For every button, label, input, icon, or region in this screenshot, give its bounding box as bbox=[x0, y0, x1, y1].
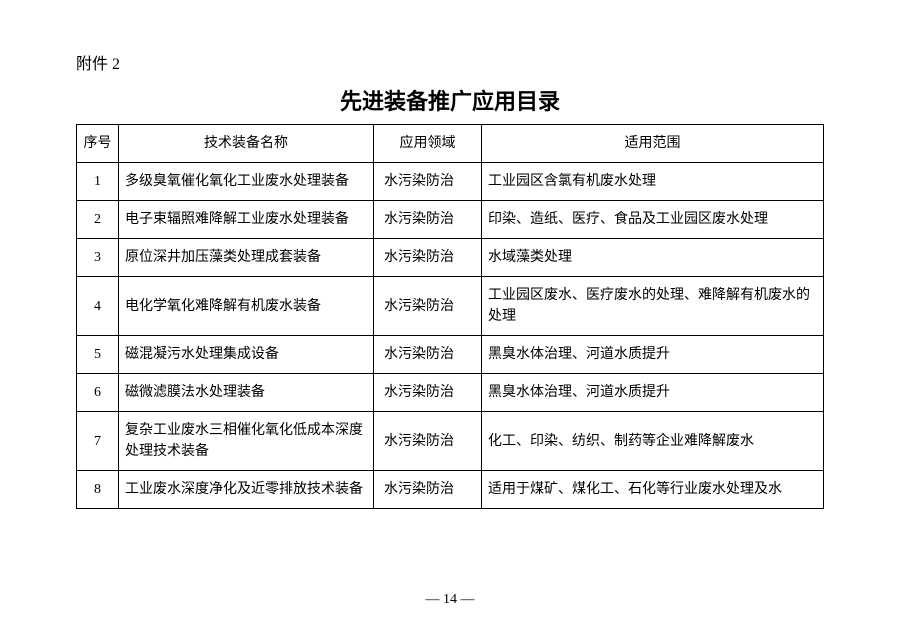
page-title: 先进装备推广应用目录 bbox=[76, 84, 824, 116]
cell-field: 水污染防治 bbox=[374, 471, 482, 509]
table-row: 5 磁混凝污水处理集成设备 水污染防治 黑臭水体治理、河道水质提升 bbox=[77, 336, 824, 374]
cell-seq: 4 bbox=[77, 277, 119, 336]
cell-field: 水污染防治 bbox=[374, 412, 482, 471]
cell-scope: 化工、印染、纺织、制药等企业难降解废水 bbox=[482, 412, 824, 471]
cell-scope: 印染、造纸、医疗、食品及工业园区废水处理 bbox=[482, 201, 824, 239]
cell-name: 原位深井加压藻类处理成套装备 bbox=[119, 239, 374, 277]
table-row: 1 多级臭氧催化氧化工业废水处理装备 水污染防治 工业园区含氯有机废水处理 bbox=[77, 163, 824, 201]
cell-seq: 7 bbox=[77, 412, 119, 471]
cell-name: 电子束辐照难降解工业废水处理装备 bbox=[119, 201, 374, 239]
cell-seq: 3 bbox=[77, 239, 119, 277]
header-name: 技术装备名称 bbox=[119, 125, 374, 163]
cell-name: 磁混凝污水处理集成设备 bbox=[119, 336, 374, 374]
cell-seq: 5 bbox=[77, 336, 119, 374]
cell-name: 电化学氧化难降解有机废水装备 bbox=[119, 277, 374, 336]
table-body: 1 多级臭氧催化氧化工业废水处理装备 水污染防治 工业园区含氯有机废水处理 2 … bbox=[77, 163, 824, 509]
table-header-row: 序号 技术装备名称 应用领域 适用范围 bbox=[77, 125, 824, 163]
cell-seq: 2 bbox=[77, 201, 119, 239]
cell-name: 磁微滤膜法水处理装备 bbox=[119, 374, 374, 412]
cell-scope: 黑臭水体治理、河道水质提升 bbox=[482, 336, 824, 374]
cell-scope: 工业园区废水、医疗废水的处理、难降解有机废水的处理 bbox=[482, 277, 824, 336]
cell-field: 水污染防治 bbox=[374, 336, 482, 374]
cell-name: 多级臭氧催化氧化工业废水处理装备 bbox=[119, 163, 374, 201]
cell-name: 复杂工业废水三相催化氧化低成本深度处理技术装备 bbox=[119, 412, 374, 471]
table-row: 7 复杂工业废水三相催化氧化低成本深度处理技术装备 水污染防治 化工、印染、纺织… bbox=[77, 412, 824, 471]
page-number: — 14 — bbox=[0, 592, 900, 608]
cell-scope: 黑臭水体治理、河道水质提升 bbox=[482, 374, 824, 412]
cell-name: 工业废水深度净化及近零排放技术装备 bbox=[119, 471, 374, 509]
cell-field: 水污染防治 bbox=[374, 163, 482, 201]
equipment-table: 序号 技术装备名称 应用领域 适用范围 1 多级臭氧催化氧化工业废水处理装备 水… bbox=[76, 124, 824, 509]
table-row: 4 电化学氧化难降解有机废水装备 水污染防治 工业园区废水、医疗废水的处理、难降… bbox=[77, 277, 824, 336]
header-seq: 序号 bbox=[77, 125, 119, 163]
cell-seq: 1 bbox=[77, 163, 119, 201]
cell-field: 水污染防治 bbox=[374, 277, 482, 336]
cell-scope: 工业园区含氯有机废水处理 bbox=[482, 163, 824, 201]
cell-field: 水污染防治 bbox=[374, 239, 482, 277]
header-scope: 适用范围 bbox=[482, 125, 824, 163]
table-row: 8 工业废水深度净化及近零排放技术装备 水污染防治 适用于煤矿、煤化工、石化等行… bbox=[77, 471, 824, 509]
cell-seq: 8 bbox=[77, 471, 119, 509]
cell-scope: 适用于煤矿、煤化工、石化等行业废水处理及水 bbox=[482, 471, 824, 509]
table-row: 3 原位深井加压藻类处理成套装备 水污染防治 水域藻类处理 bbox=[77, 239, 824, 277]
table-row: 2 电子束辐照难降解工业废水处理装备 水污染防治 印染、造纸、医疗、食品及工业园… bbox=[77, 201, 824, 239]
cell-seq: 6 bbox=[77, 374, 119, 412]
cell-field: 水污染防治 bbox=[374, 374, 482, 412]
attachment-label: 附件 2 bbox=[76, 50, 824, 74]
cell-scope: 水域藻类处理 bbox=[482, 239, 824, 277]
table-row: 6 磁微滤膜法水处理装备 水污染防治 黑臭水体治理、河道水质提升 bbox=[77, 374, 824, 412]
header-field: 应用领域 bbox=[374, 125, 482, 163]
cell-field: 水污染防治 bbox=[374, 201, 482, 239]
